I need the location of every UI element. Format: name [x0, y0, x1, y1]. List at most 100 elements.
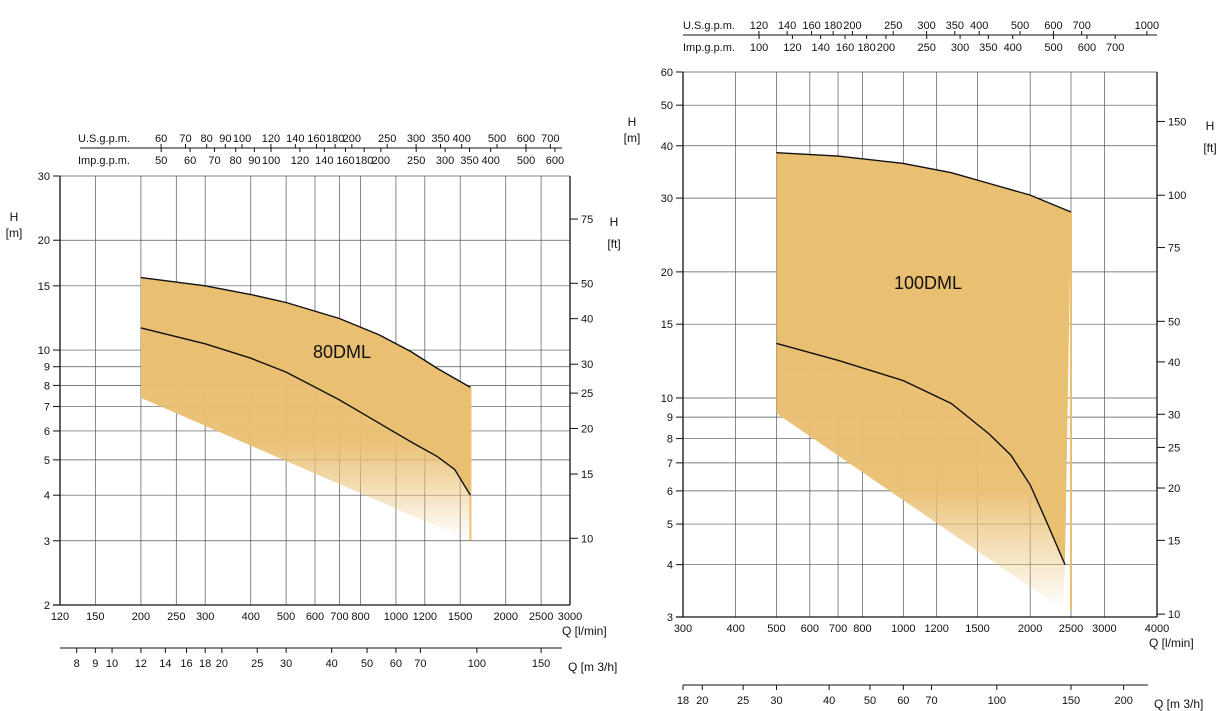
x-tick-label: 1000 — [384, 611, 408, 623]
x-tick-label: 400 — [242, 611, 260, 623]
ft-tick-label: 30 — [581, 359, 593, 371]
imp-gpm-tick-label: 60 — [184, 155, 196, 167]
us-gpm-tick-label: 180 — [326, 133, 344, 145]
y-tick-label: 20 — [661, 267, 673, 279]
y-tick-label: 5 — [667, 519, 673, 531]
imp-gpm-tick-label: 160 — [836, 42, 854, 54]
us-gpm-tick-label: 350 — [431, 133, 449, 145]
imp-gpm-tick-label: 700 — [1106, 42, 1124, 54]
min-head-curve — [776, 342, 1066, 565]
operating-range-fade — [140, 327, 471, 541]
y-tick-label: 6 — [44, 426, 50, 438]
y-tick-label: 4 — [667, 560, 673, 572]
y-axis-label-line: [m] — [6, 226, 23, 240]
chart-80dml: 120 150 200 250 300 400 500 600 700 800 1000 1200 15… — [6, 133, 621, 674]
x-tick-label: 500 — [767, 623, 785, 635]
imp-gpm-tick-label: 250 — [918, 42, 936, 54]
x-tick-label: 1200 — [924, 623, 948, 635]
m3h-tick-label: 18 — [677, 695, 689, 707]
imp-gpm-tick-label: 120 — [291, 155, 309, 167]
m3h-tick-label: 50 — [361, 658, 373, 670]
x-tick-label: 2500 — [529, 611, 553, 623]
m3h-tick-label: 70 — [925, 695, 937, 707]
us-gpm-tick-label: 180 — [824, 20, 842, 32]
m3h-tick-label: 10 — [106, 658, 118, 670]
m3h-axis-label: Q [m 3/h] — [1154, 697, 1203, 711]
x-tick-label: 1500 — [965, 623, 989, 635]
imp-gpm-tick-label: 200 — [877, 42, 895, 54]
y-tick-label: 5 — [44, 455, 50, 467]
x-axis-label: Q [l/min] — [562, 624, 607, 638]
m3h-tick-label: 9 — [92, 658, 98, 670]
y-axis-label-line: H — [628, 115, 637, 129]
ft-tick-label: 25 — [1168, 442, 1180, 454]
m3h-tick-label: 8 — [74, 658, 80, 670]
ft-tick-label: 20 — [581, 423, 593, 435]
imp-gpm-label: Imp.g.p.m. — [78, 155, 130, 167]
y-tick-label: 4 — [44, 490, 50, 502]
m3h-tick-label: 16 — [180, 658, 192, 670]
y-axis-label-right: H [ft] — [607, 215, 620, 251]
y-tick-label: 20 — [38, 235, 50, 247]
x-tick-label: 300 — [196, 611, 214, 623]
y-tick-label: 40 — [661, 141, 673, 153]
m3h-tick-label: 50 — [864, 695, 876, 707]
m3h-tick-label: 40 — [326, 658, 338, 670]
y-axis-label-right: H [ft] — [1203, 119, 1216, 155]
x-tick-label: 4000 — [1145, 623, 1169, 635]
us-gpm-tick-label: 160 — [307, 133, 325, 145]
m3h-tick-label: 60 — [390, 658, 402, 670]
m3h-tick-label: 30 — [280, 658, 292, 670]
imp-gpm-tick-label: 50 — [155, 155, 167, 167]
x-tick-label: 400 — [726, 623, 744, 635]
x-tick-label: 600 — [801, 623, 819, 635]
chart-100dml: 300 400 500 600 700 800 1000 1200 1500 2000 2500 30… — [624, 20, 1217, 711]
m3h-tick-label: 25 — [737, 695, 749, 707]
ft-axis-label-line: [ft] — [1203, 141, 1216, 155]
m3h-tick-label: 18 — [199, 658, 211, 670]
y-tick-label: 8 — [667, 434, 673, 446]
imp-gpm-tick-label: 70 — [208, 155, 220, 167]
imp-gpm-tick-label: 180 — [355, 155, 373, 167]
m3h-tick-label: 100 — [468, 658, 486, 670]
us-gpm-tick-label: 60 — [155, 133, 167, 145]
ft-tick-label: 75 — [581, 214, 593, 226]
ft-axis-label-line: [ft] — [607, 237, 620, 251]
x-tick-label: 700 — [330, 611, 348, 623]
model-label: 80DML — [313, 342, 371, 362]
imp-gpm-tick-label: 100 — [262, 155, 280, 167]
m3h-tick-label: 150 — [532, 658, 550, 670]
y-tick-label: 3 — [44, 536, 50, 548]
ft-tick-label: 150 — [1168, 116, 1186, 128]
y-tick-label: 60 — [661, 67, 673, 79]
us-gpm-tick-label: 250 — [884, 20, 902, 32]
imp-gpm-tick-label: 300 — [436, 155, 454, 167]
us-gpm-tick-label: 700 — [541, 133, 559, 145]
x-tick-label: 800 — [351, 611, 369, 623]
m3h-axis-label: Q [m 3/h] — [568, 660, 617, 674]
y-tick-label: 30 — [661, 193, 673, 205]
ft-tick-label: 10 — [1168, 609, 1180, 621]
y-tick-label: 9 — [667, 412, 673, 424]
x-tick-label: 500 — [277, 611, 295, 623]
x-tick-label: 250 — [167, 611, 185, 623]
us-gpm-tick-label: 160 — [802, 20, 820, 32]
m3h-tick-label: 100 — [988, 695, 1006, 707]
ft-tick-label: 75 — [1168, 243, 1180, 255]
y-tick-label: 50 — [661, 100, 673, 112]
us-gpm-tick-label: 700 — [1072, 20, 1090, 32]
imp-gpm-tick-label: 600 — [546, 155, 564, 167]
us-gpm-tick-label: 350 — [946, 20, 964, 32]
us-gpm-tick-label: 400 — [970, 20, 988, 32]
ft-tick-label: 40 — [1168, 357, 1180, 369]
min-head-curve — [140, 327, 471, 496]
imp-gpm-tick-label: 140 — [315, 155, 333, 167]
x-tick-label: 300 — [674, 623, 692, 635]
us-gpm-tick-label: 600 — [1044, 20, 1062, 32]
imp-gpm-tick-label: 300 — [951, 42, 969, 54]
imp-gpm-tick-label: 250 — [407, 155, 425, 167]
us-gpm-tick-label: 500 — [488, 133, 506, 145]
us-gpm-tick-label: 200 — [343, 133, 361, 145]
ft-tick-label: 10 — [581, 533, 593, 545]
m3h-tick-label: 20 — [696, 695, 708, 707]
